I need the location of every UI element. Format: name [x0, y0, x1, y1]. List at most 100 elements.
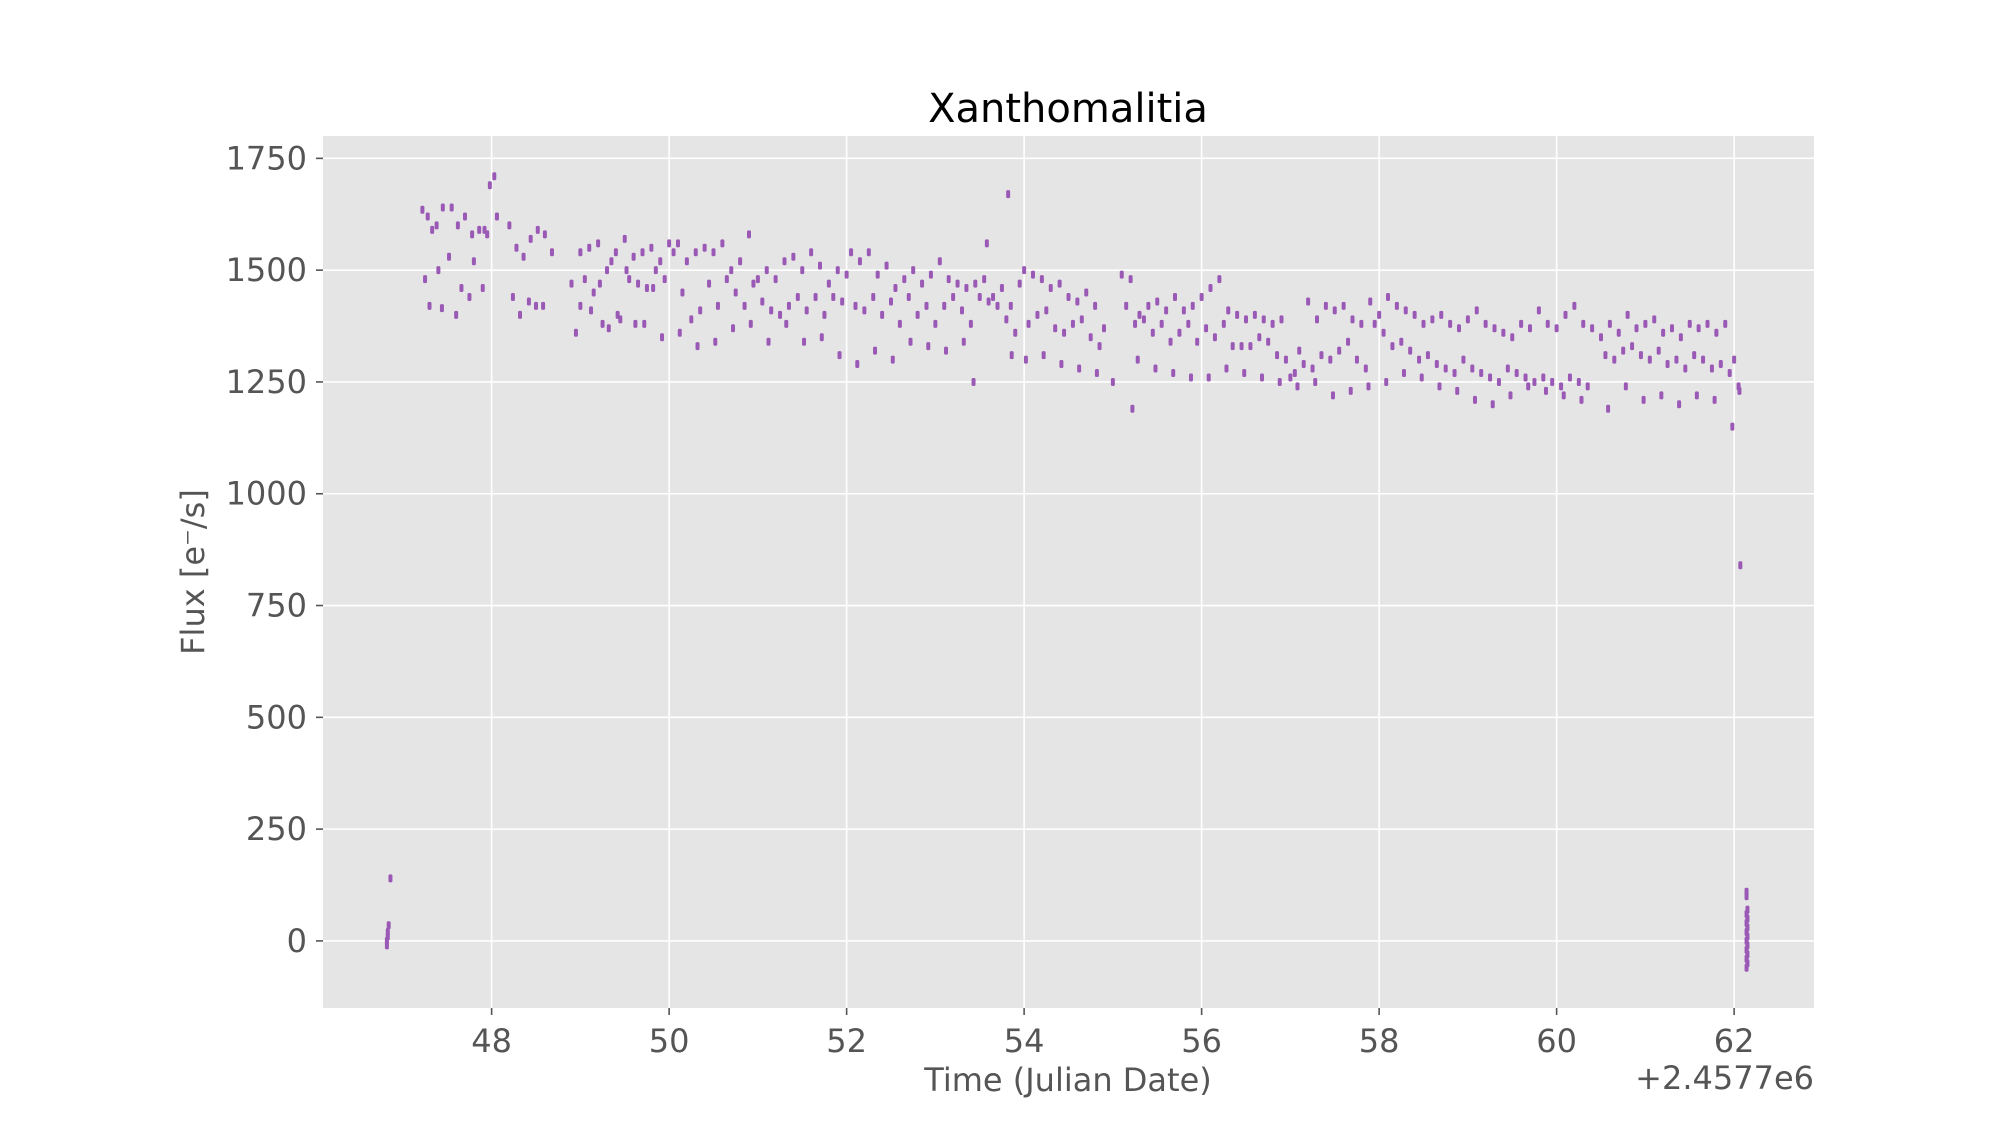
data-point: [600, 319, 605, 328]
data-point: [1070, 319, 1075, 328]
data-point: [1235, 310, 1240, 319]
data-point: [1368, 297, 1373, 306]
data-point: [606, 324, 611, 333]
data-point: [1252, 310, 1257, 319]
data-point: [1297, 346, 1302, 355]
data-point: [1696, 324, 1701, 333]
data-point: [1366, 382, 1371, 391]
data-point: [1141, 315, 1146, 324]
data-point: [549, 248, 554, 257]
data-point: [849, 248, 854, 257]
data-point: [715, 301, 720, 310]
data-point: [893, 284, 898, 293]
data-point: [1403, 306, 1408, 315]
data-point: [1408, 346, 1413, 355]
data-point: [613, 248, 618, 257]
data-point: [890, 355, 895, 364]
data-point: [1412, 310, 1417, 319]
data-point: [1119, 270, 1124, 279]
data-point: [454, 310, 459, 319]
data-point: [1661, 328, 1666, 337]
data-point: [1656, 346, 1661, 355]
data-point: [1277, 377, 1282, 386]
data-point: [1066, 292, 1071, 301]
data-point: [425, 212, 430, 221]
data-point: [751, 279, 756, 288]
data-point: [1257, 333, 1262, 342]
data-point: [541, 301, 546, 310]
data-point: [1212, 333, 1217, 342]
data-point: [1102, 324, 1106, 333]
data-point: [455, 221, 460, 230]
data-point: [1093, 301, 1098, 310]
data-point: [388, 874, 393, 883]
data-point: [1665, 360, 1670, 369]
data-point: [1505, 364, 1510, 373]
data-point: [1579, 395, 1584, 404]
data-point: [1479, 369, 1484, 378]
data-point: [1164, 306, 1169, 315]
data-point: [702, 243, 707, 252]
data-point: [1363, 364, 1368, 373]
data-point: [1348, 386, 1353, 395]
data-point: [748, 319, 753, 328]
data-point: [542, 230, 547, 239]
data-point: [1576, 377, 1581, 386]
data-point: [971, 377, 976, 386]
data-point: [1514, 369, 1519, 378]
data-point: [471, 257, 476, 266]
y-tick-label: 1500: [226, 251, 307, 289]
data-point: [1077, 364, 1082, 373]
data-point: [1384, 377, 1389, 386]
data-point: [1606, 404, 1611, 413]
data-point: [1419, 373, 1424, 382]
data-point: [1128, 275, 1133, 284]
data-point: [1738, 561, 1743, 570]
data-point: [689, 315, 694, 324]
data-point: [707, 279, 712, 288]
data-point: [1630, 342, 1635, 351]
data-point: [615, 310, 620, 319]
data-point: [1017, 279, 1022, 288]
data-point: [1470, 364, 1475, 373]
data-point: [423, 275, 428, 284]
data-point: [1581, 319, 1586, 328]
data-point: [535, 225, 540, 234]
data-point: [915, 310, 920, 319]
data-point: [518, 310, 523, 319]
data-point: [1188, 373, 1193, 382]
data-point: [1394, 301, 1399, 310]
data-point: [784, 319, 789, 328]
data-point: [819, 333, 824, 342]
data-point: [521, 252, 526, 261]
data-point: [995, 301, 1000, 310]
data-point: [840, 297, 845, 306]
data-point: [733, 288, 738, 297]
data-point: [1330, 391, 1335, 400]
data-point: [1306, 297, 1311, 306]
data-point: [578, 248, 583, 257]
data-point: [1448, 319, 1453, 328]
data-point: [1084, 288, 1089, 297]
data-point: [1623, 382, 1628, 391]
data-point: [1004, 315, 1009, 324]
data-point: [1350, 315, 1355, 324]
data-point: [1057, 279, 1062, 288]
data-point: [738, 257, 743, 266]
data-point: [964, 284, 969, 293]
data-point: [951, 292, 956, 301]
data-point: [1488, 373, 1493, 382]
data-point: [631, 252, 636, 261]
data-point: [1053, 324, 1058, 333]
data-point: [1745, 905, 1750, 914]
data-point: [902, 275, 907, 284]
data-point: [1439, 310, 1444, 319]
data-point: [1730, 422, 1735, 431]
y-tick-label: 1750: [226, 139, 307, 177]
data-point: [977, 292, 982, 301]
data-point: [597, 279, 602, 288]
data-point: [920, 279, 925, 288]
data-point: [651, 284, 656, 293]
data-point: [1008, 301, 1013, 310]
data-point: [510, 292, 515, 301]
